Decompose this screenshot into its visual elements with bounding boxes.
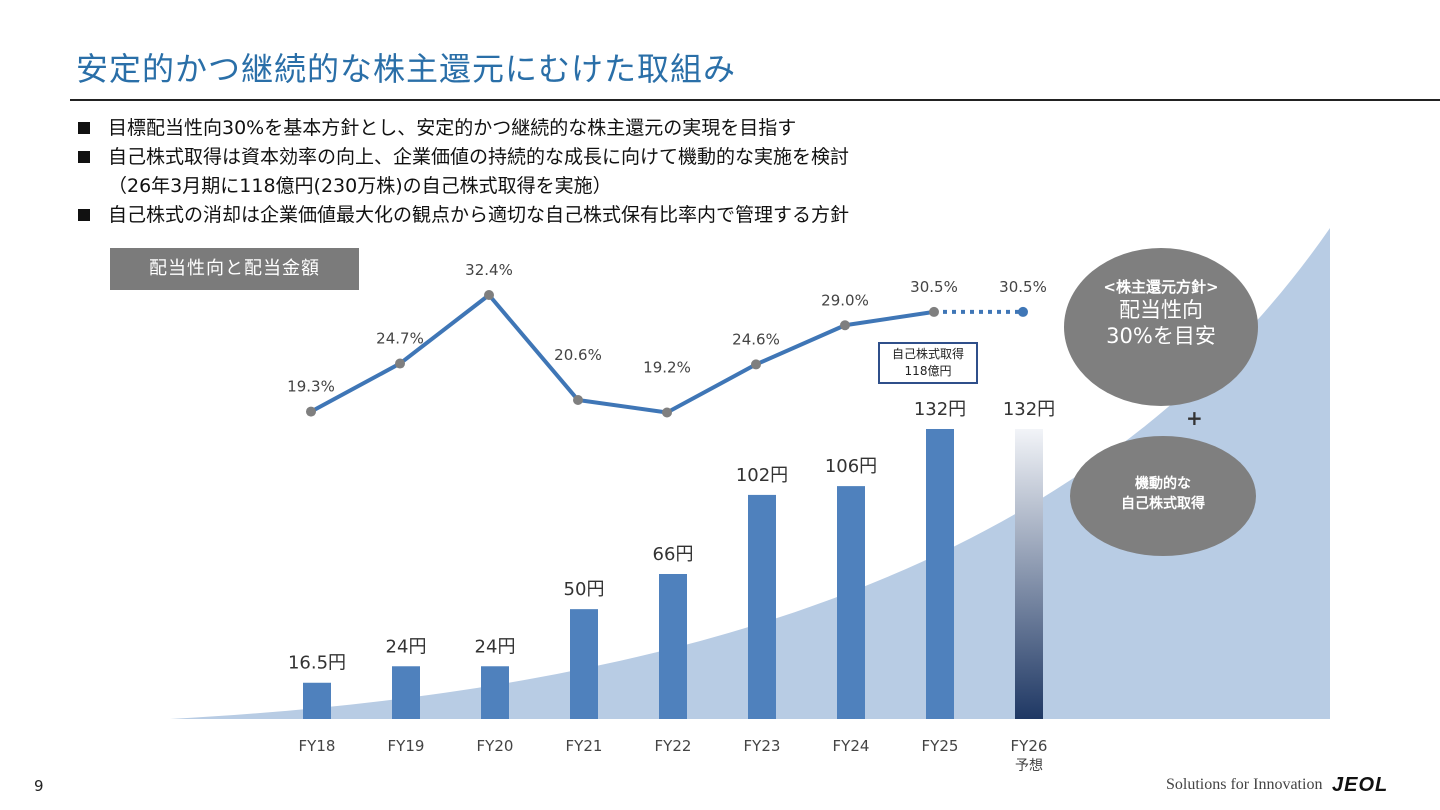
x-tick-label: FY25 [922, 737, 959, 755]
payout-value-label: 19.3% [287, 378, 335, 396]
buyback-ellipse: 機動的な 自己株式取得 [1070, 436, 1256, 556]
x-tick-label: FY24 [833, 737, 870, 755]
bar-value-label: 106円 [825, 456, 877, 477]
payout-value-label: 30.5% [910, 278, 958, 296]
x-tick-label: FY18 [299, 737, 336, 755]
payout-marker [840, 320, 850, 331]
page-title: 安定的かつ継続的な株主還元にむけた取組み [76, 50, 737, 88]
page-number: 9 [34, 777, 44, 795]
payout-value-label: 29.0% [821, 291, 869, 309]
dividend-bar [570, 609, 598, 719]
title-divider [70, 99, 1440, 101]
dividend-bar [837, 486, 865, 719]
buyback-line: 自己株式取得 [1121, 496, 1205, 512]
payout-marker [662, 407, 672, 418]
payout-value-label: 24.6% [732, 330, 780, 348]
x-tick-label: FY26 [1011, 737, 1048, 755]
payout-marker [929, 306, 939, 317]
bar-value-label: 102円 [736, 465, 788, 486]
dividend-bar [303, 682, 331, 719]
dividend-bar [481, 666, 509, 719]
payout-value-label: 20.6% [554, 346, 602, 364]
bar-value-label: 50円 [564, 579, 605, 600]
x-tick-label: FY19 [388, 737, 425, 755]
bar-value-label: 16.5円 [288, 653, 346, 674]
policy-ellipse: <株主還元方針> 配当性向 30%を目安 [1064, 248, 1258, 406]
bar-value-label: 24円 [386, 636, 427, 657]
bullet-list: 目標配当性向30%を基本方針とし、安定的かつ継続的な株主還元の実現を目指す 自己… [78, 114, 849, 230]
bar-value-label: 66円 [653, 544, 694, 565]
payout-value-label: 24.7% [376, 330, 424, 348]
x-tick-label: FY20 [477, 737, 514, 755]
company-logo: JEOL [1332, 774, 1389, 796]
bullet-text: 自己株式の消却は企業価値最大化の観点から適切な自己株式保有比率内で管理する方針 [108, 204, 850, 226]
policy-line: 30%を目安 [1106, 324, 1216, 348]
policy-heading: <株主還元方針> [1103, 278, 1219, 296]
bullet-subnote: （26年3月期に118億円(230万株)の自己株式取得を実施） [78, 172, 849, 201]
payout-value-label: 32.4% [465, 261, 513, 279]
buyback-line: 機動的な [1135, 476, 1191, 492]
x-tick-label: FY21 [566, 737, 603, 755]
callout-line: 118億円 [904, 364, 952, 378]
callout-line: 自己株式取得 [891, 347, 964, 361]
payout-marker [1018, 306, 1028, 317]
bar-value-label: 132円 [1003, 399, 1055, 420]
policy-line: 配当性向 [1119, 298, 1203, 322]
bullet-item: 目標配当性向30%を基本方針とし、安定的かつ継続的な株主還元の実現を目指す [78, 114, 849, 143]
payout-marker [306, 406, 316, 417]
payout-value-label: 30.5% [999, 278, 1047, 296]
chart-label: 配当性向と配当金額 [110, 248, 359, 290]
bar-value-label: 132円 [914, 399, 966, 420]
dividend-bar [926, 428, 954, 719]
x-tick-sublabel: 予想 [1015, 758, 1043, 774]
bullet-item: 自己株式の消却は企業価値最大化の観点から適切な自己株式保有比率内で管理する方針 [78, 201, 849, 230]
footer-tagline: Solutions for Innovation [1166, 776, 1323, 793]
bullet-text: 自己株式取得は資本効率の向上、企業価値の持続的な成長に向けて機動的な実施を検討 [108, 146, 850, 168]
payout-value-label: 19.2% [643, 358, 691, 376]
square-bullet-icon [78, 209, 90, 221]
payout-marker [484, 290, 494, 300]
dividend-bar [392, 666, 420, 719]
dividend-bar [748, 494, 776, 719]
bullet-item: 自己株式取得は資本効率の向上、企業価値の持続的な成長に向けて機動的な実施を検討 [78, 143, 849, 172]
square-bullet-icon [78, 122, 90, 134]
bullet-text: （26年3月期に118億円(230万株)の自己株式取得を実施） [108, 175, 612, 197]
buyback-callout: 自己株式取得 118億円 [878, 342, 978, 384]
square-bullet-icon [78, 151, 90, 163]
forecast-bar [1015, 428, 1043, 719]
bar-value-label: 24円 [475, 636, 516, 657]
plus-sign: + [1186, 406, 1203, 430]
bullet-text: 目標配当性向30%を基本方針とし、安定的かつ継続的な株主還元の実現を目指す [108, 117, 797, 139]
payout-marker [395, 358, 405, 369]
x-tick-label: FY23 [744, 737, 781, 755]
x-tick-label: FY22 [655, 737, 692, 755]
payout-marker [573, 395, 583, 406]
payout-marker [751, 359, 761, 370]
payout-line [310, 293, 935, 415]
dividend-bar [659, 573, 687, 719]
